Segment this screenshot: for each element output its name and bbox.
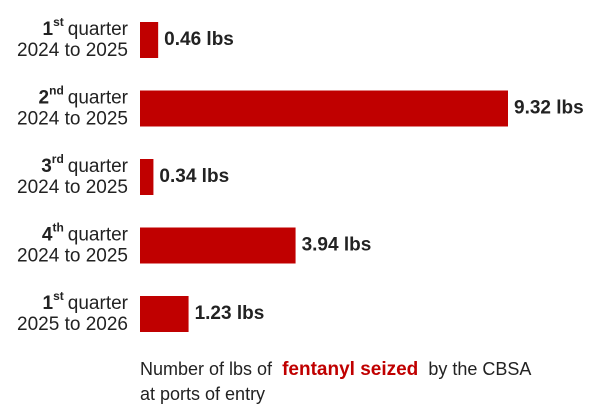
ordinal: 1: [43, 19, 54, 40]
ordinal-suffix: th: [52, 221, 63, 235]
bar: [140, 227, 296, 264]
ordinal-suffix: st: [53, 15, 64, 29]
category-label: 2nd quarter: [39, 84, 129, 109]
ordinal: 1: [43, 293, 54, 314]
category-period: 2024 to 2025: [17, 40, 128, 61]
value-label: 3.94 lbs: [302, 235, 372, 256]
value-label: 0.46 lbs: [164, 29, 234, 50]
bar: [140, 159, 154, 195]
category-label: 1st quarter: [43, 15, 129, 40]
caption-line-1: Number of lbs of fentanyl seized by the …: [140, 359, 531, 380]
value-label: 1.23 lbs: [195, 303, 265, 324]
bar: [140, 90, 508, 127]
value-label: 9.32 lbs: [514, 98, 584, 119]
ordinal: 3: [41, 156, 52, 177]
caption-text: by the CBSA: [428, 359, 531, 379]
ordinal-suffix: rd: [52, 152, 64, 166]
ordinal-suffix: st: [53, 289, 64, 303]
caption-highlight: fentanyl seized: [282, 359, 418, 380]
caption-text: Number of lbs of: [140, 359, 273, 379]
category-period: 2025 to 2026: [17, 314, 128, 335]
category-period: 2024 to 2025: [17, 246, 128, 267]
category-label: 3rd quarter: [41, 152, 128, 177]
category-word: quarter: [68, 88, 129, 109]
caption-line-2: at ports of entry: [140, 384, 265, 404]
ordinal-suffix: nd: [49, 84, 64, 98]
category-label: 1st quarter: [43, 289, 129, 314]
bar: [140, 22, 159, 58]
category-word: quarter: [68, 225, 129, 246]
category-word: quarter: [68, 19, 129, 40]
ordinal: 4: [42, 225, 53, 246]
ordinal: 2: [39, 88, 50, 109]
category-period: 2024 to 2025: [17, 177, 128, 198]
bar: [140, 296, 189, 332]
category-period: 2024 to 2025: [17, 109, 128, 130]
category-label: 4th quarter: [42, 221, 129, 246]
value-label: 0.34 lbs: [159, 166, 229, 187]
category-word: quarter: [68, 156, 129, 177]
category-word: quarter: [68, 293, 129, 314]
